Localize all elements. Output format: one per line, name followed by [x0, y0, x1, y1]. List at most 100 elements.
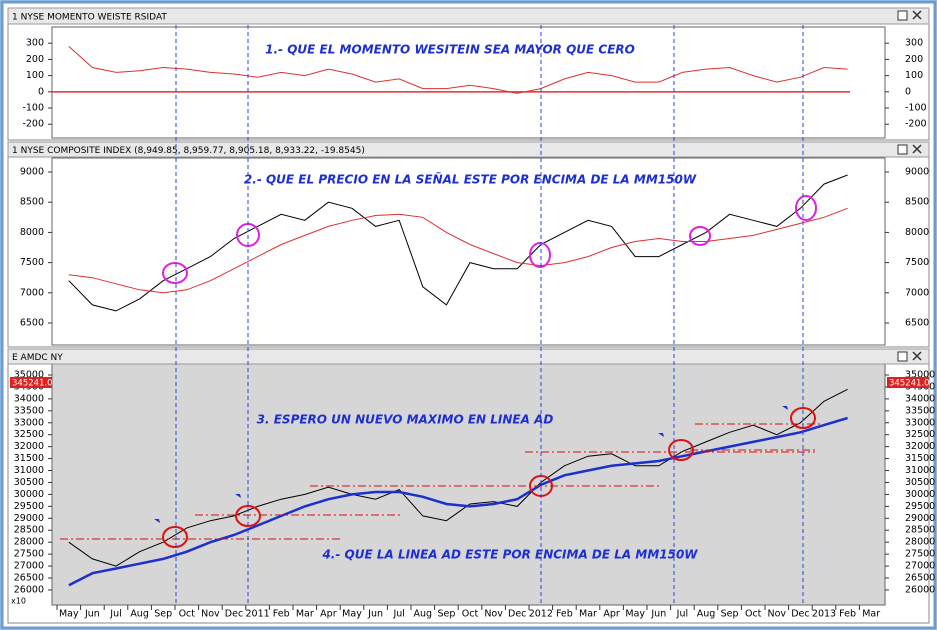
panel-title: E AMDC NY [12, 353, 63, 363]
y-tick-label: 33000 [14, 417, 44, 428]
y-tick-label: 33500 [14, 405, 44, 416]
y-tick-label-right: 26000 [905, 584, 935, 595]
y-tick-label: 30500 [14, 477, 44, 488]
signal-arrows [154, 406, 788, 523]
y-tick-label: 29000 [14, 513, 44, 524]
annotation: 2.- QUE EL PRECIO EN LA SEÑAL ESTE POR E… [244, 172, 697, 187]
plot-area [51, 363, 886, 606]
y-tick-label-right: 9000 [905, 167, 929, 178]
panel-header [7, 141, 930, 158]
last-value-box [887, 377, 929, 388]
y-tick-label-right: 32500 [905, 429, 935, 440]
panels: 1 NYSE MOMENTO WEISTE RSIDAT 300 300 200 200… [7, 7, 935, 624]
y-tick-label-right: 6500 [905, 318, 929, 329]
x-tick-label: Apr [320, 609, 337, 620]
y-tick-label: 6500 [20, 318, 44, 329]
annotation: 3. ESPERO UN NUEVO MAXIMO EN LINEA AD [257, 413, 554, 427]
close-button [912, 144, 922, 154]
last-value-label: 345241.0 [889, 379, 930, 389]
y-tick-label-right: 30500 [905, 477, 935, 488]
series-line [68, 207, 848, 294]
y-tick-label-right: 35000 [905, 369, 935, 380]
y-tick-label-right: 34000 [905, 393, 935, 404]
x-tick-label: Jun [650, 609, 666, 620]
x-tick-label: Oct [462, 609, 479, 620]
series-line [68, 388, 848, 567]
x-tick-label: Nov [201, 609, 220, 620]
plot-area [51, 157, 886, 346]
y-tick-label: 32000 [14, 441, 44, 452]
y-tick-label: 9000 [20, 167, 44, 178]
y-tick-label: 26000 [14, 584, 44, 595]
x-tick-label: Mar [862, 609, 880, 620]
y-tick-label-right: 26500 [905, 573, 935, 584]
y-tick-label-right: 7500 [905, 257, 929, 268]
y-tick-label: 8500 [20, 197, 44, 208]
x-tick-label: Sep [154, 609, 172, 620]
series-line [68, 416, 848, 587]
y-tick-label: -200 [22, 119, 44, 130]
y-tick-label-right: 31500 [905, 453, 935, 464]
y-tick-label: 34000 [14, 393, 44, 404]
y-tick-label-right: 27500 [905, 549, 935, 560]
y-tick-label-right: 8000 [905, 227, 929, 238]
x-tick-label: 2012 [529, 609, 553, 620]
y-tick-label-right: 32000 [905, 441, 935, 452]
y-tick-label-right: 28000 [905, 537, 935, 548]
x-tick-label: Jul [109, 609, 121, 620]
y-tick-label-right: 29000 [905, 513, 935, 524]
x-tick-label: May [625, 609, 645, 620]
x-tick-label: Sep [721, 609, 739, 620]
x-tick-label: Jun [84, 609, 100, 620]
window-button [897, 10, 908, 21]
y-tick-label-right: 300 [905, 38, 923, 49]
x-tick-label: Mar [579, 609, 597, 620]
y-tick-label-right: 27000 [905, 561, 935, 572]
y-tick-label: 30000 [14, 489, 44, 500]
x-tick-label: Aug [414, 609, 433, 620]
y-tick-label: 29500 [14, 501, 44, 512]
y-tick-label: 300 [26, 38, 44, 49]
panel-header [7, 348, 930, 365]
x-tick-label: Nov [768, 609, 787, 620]
x-tick-label: Feb [839, 609, 856, 620]
close-button [912, 351, 922, 361]
panel-header [7, 7, 930, 25]
series-line [68, 174, 848, 312]
y-tick-label: 31500 [14, 453, 44, 464]
y-tick-label: 27000 [14, 561, 44, 572]
series-line [68, 46, 848, 94]
window-button [897, 351, 908, 362]
y-tick-label-right: 29500 [905, 501, 935, 512]
y-tick-label-right: 30000 [905, 489, 935, 500]
y-tick-label: 26500 [14, 573, 44, 584]
y-tick-label-right: 8500 [905, 197, 929, 208]
x-tick-label: Feb [273, 609, 290, 620]
x-tick-label: Oct [179, 609, 196, 620]
panel-title: 1 NYSE COMPOSITE INDEX (8,949.85, 8,959.… [12, 146, 365, 156]
x-tick-label: Dec [791, 609, 809, 620]
y-tick-label-right: 31000 [905, 465, 935, 476]
signal-verticals [175, 25, 804, 605]
y-tick-label-right: 0 [905, 86, 911, 97]
y-tick-label-right: -100 [905, 103, 927, 114]
x-tick-label: Aug [130, 609, 149, 620]
y-tick-label: -100 [22, 103, 44, 114]
window-button [897, 144, 908, 155]
y-tick-label: 7500 [20, 257, 44, 268]
x-tick-label: Jun [367, 609, 383, 620]
x-tick-label: Feb [556, 609, 573, 620]
x-tick-label: Nov [484, 609, 503, 620]
x-tick-label: Dec [225, 609, 243, 620]
y-tick-label-right: 100 [905, 70, 923, 81]
panel-title: 1 NYSE MOMENTO WEISTE RSIDAT [12, 13, 167, 23]
annotation: 4.- QUE LA LINEA AD ESTE POR ENCIMA DE L… [321, 548, 698, 562]
last-value-box [10, 377, 52, 388]
x-tick-label: Sep [437, 609, 455, 620]
y-tick-label: 31000 [14, 465, 44, 476]
x-tick-label: May [59, 609, 79, 620]
last-value-label: 345241.0 [12, 379, 53, 389]
plot-area [51, 26, 886, 139]
multiplier: x10 [11, 597, 26, 606]
